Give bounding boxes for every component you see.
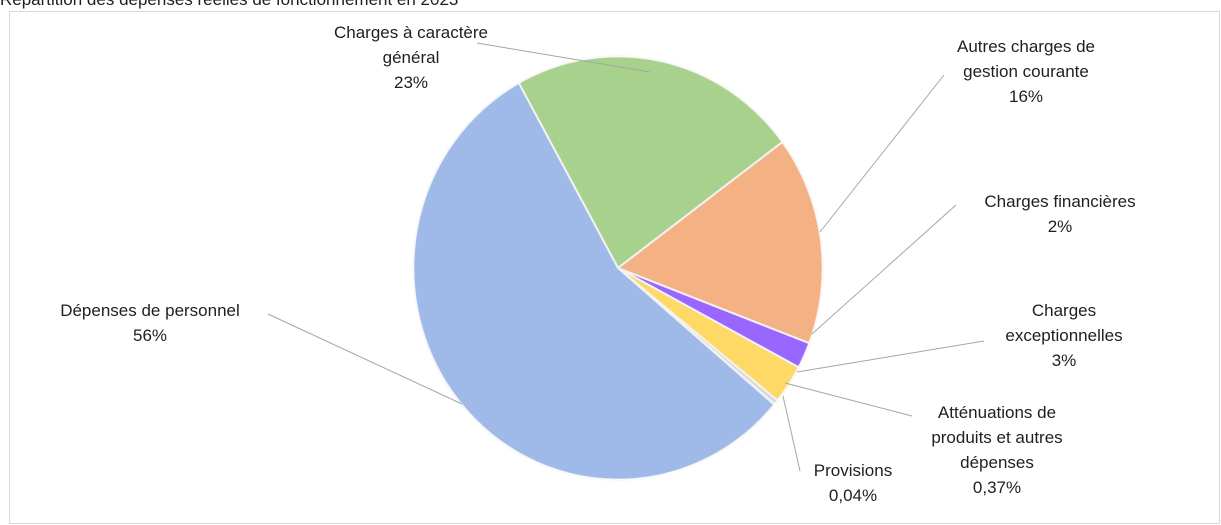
data-label-3: Charges financières 2% <box>984 192 1135 236</box>
chart-title: Répartition des dépenses réelles de fonc… <box>0 0 458 10</box>
leader-line-5 <box>784 382 913 417</box>
data-label-4: Charges exceptionnelles 3% <box>1005 301 1122 370</box>
data-label-2: Autres charges de gestion courante 16% <box>957 37 1095 106</box>
data-label-5: Atténuations de produits et autres dépense… <box>931 403 1062 497</box>
leader-line-3 <box>811 204 957 335</box>
data-label-6: Provisions 0,04% <box>814 461 892 505</box>
data-label-7: Dépenses de personnel 56% <box>60 301 240 345</box>
chart-frame <box>9 11 1220 524</box>
pie-rim <box>411 54 825 482</box>
leader-line-6 <box>782 395 801 472</box>
leader-line-1 <box>476 42 651 73</box>
leader-line-4 <box>796 340 985 373</box>
leader-line-7 <box>267 313 463 405</box>
data-label-1: Charges à caractère général 23% <box>334 23 488 92</box>
leader-line-2 <box>819 74 945 233</box>
